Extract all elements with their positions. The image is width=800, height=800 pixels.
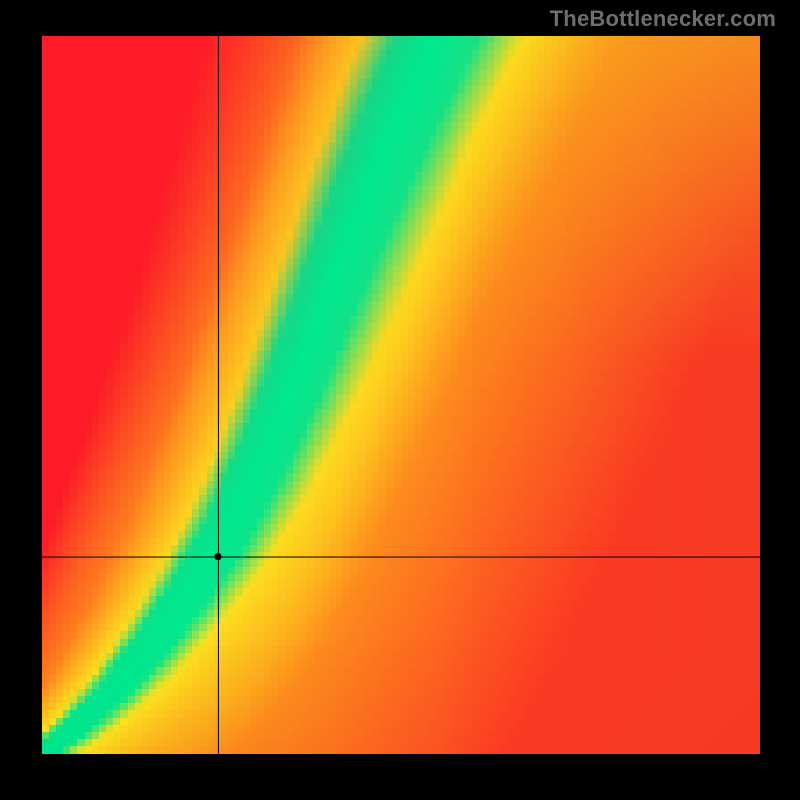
heatmap-canvas	[42, 36, 760, 754]
heatmap-plot	[42, 36, 760, 754]
watermark-text: TheBottlenecker.com	[550, 6, 776, 32]
